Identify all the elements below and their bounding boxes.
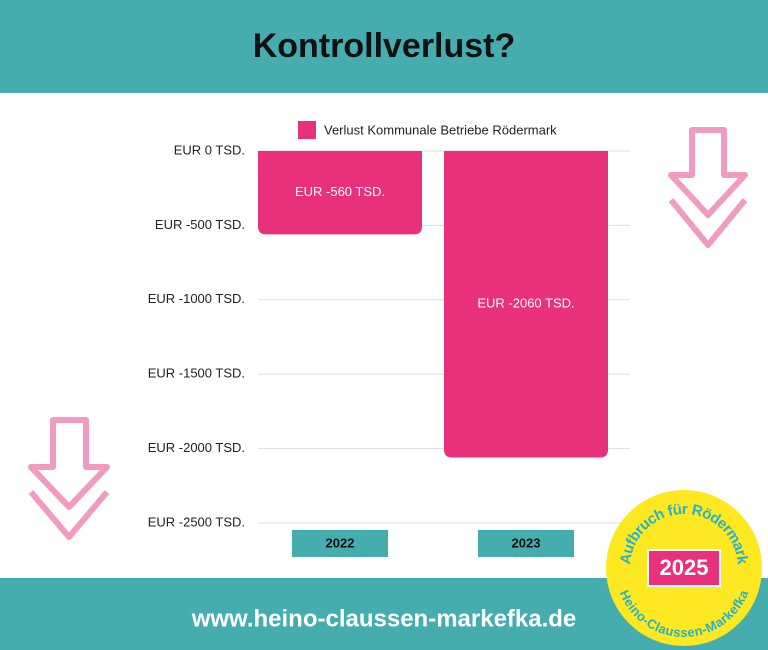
bar [258,151,422,235]
footer-url: www.heino-claussen-markefka.de [191,605,577,632]
x-tick-label: 2022 [326,535,355,550]
badge: Aufbruch für Rödermark Heino-Claussen-Ma… [606,490,762,646]
bar [444,151,608,458]
y-tick-label: EUR -2000 TSD. [148,440,245,455]
badge-year: 2025 [660,555,709,580]
header-band [0,0,768,93]
y-tick-label: EUR -1000 TSD. [148,291,245,306]
title: Kontrollverlust? [253,27,516,65]
category-box [478,530,574,557]
legend-label: Verlust Kommunale Betriebe Rödermark [324,122,557,137]
legend-swatch [298,121,316,139]
y-tick-label: EUR 0 TSD. [174,142,245,157]
value-label: EUR -2060 TSD. [477,296,574,311]
x-tick-label: 2023 [512,535,541,550]
badge-year-box [647,549,721,587]
value-label: EUR -560 TSD. [295,184,385,199]
arrow-left [28,417,110,540]
arrow-right [668,127,748,248]
y-tick-label: EUR -2500 TSD. [148,514,245,529]
category-box [292,530,388,557]
y-tick-label: EUR -500 TSD. [155,217,245,232]
chart: EUR 0 TSD. EUR -500 TSD. EUR -1000 TSD. EUR… [148,121,630,557]
y-tick-label: EUR -1500 TSD. [148,366,245,381]
